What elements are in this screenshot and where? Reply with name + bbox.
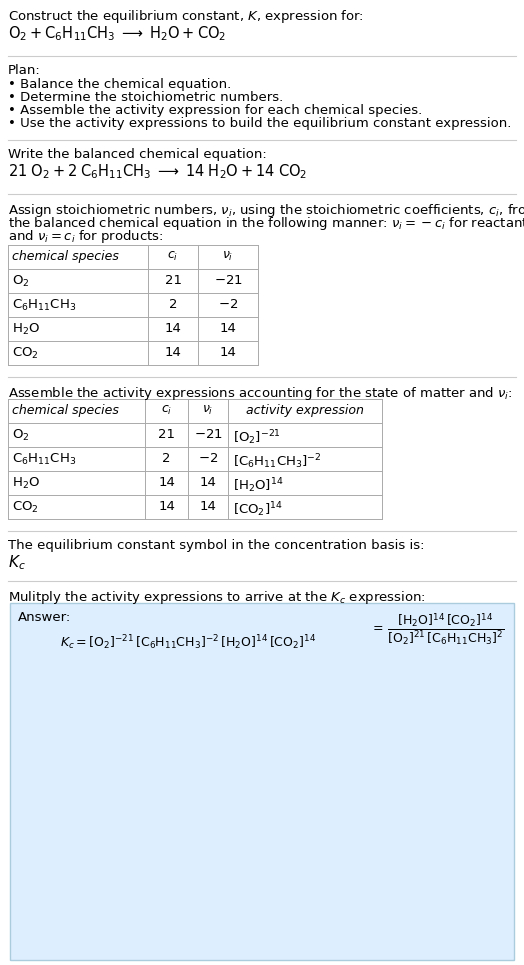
Text: chemical species: chemical species (12, 250, 119, 263)
Text: $c_i$: $c_i$ (167, 250, 179, 263)
Text: $\mathrm{O_2}$: $\mathrm{O_2}$ (12, 428, 29, 443)
Text: • Use the activity expressions to build the equilibrium constant expression.: • Use the activity expressions to build … (8, 117, 511, 130)
Text: $[\mathrm{CO_2}]^{14}$: $[\mathrm{CO_2}]^{14}$ (233, 500, 283, 519)
Text: chemical species: chemical species (12, 404, 119, 417)
Text: $\mathrm{H_2O}$: $\mathrm{H_2O}$ (12, 322, 40, 337)
Text: Assemble the activity expressions accounting for the state of matter and $\nu_i$: Assemble the activity expressions accoun… (8, 385, 512, 402)
Text: • Assemble the activity expression for each chemical species.: • Assemble the activity expression for e… (8, 104, 422, 117)
Text: $\mathrm{O_2}$: $\mathrm{O_2}$ (12, 274, 29, 290)
Text: • Balance the chemical equation.: • Balance the chemical equation. (8, 78, 231, 91)
Text: $c_i$: $c_i$ (161, 404, 172, 417)
Text: 14: 14 (200, 476, 216, 489)
Text: $-2$: $-2$ (218, 298, 238, 311)
Text: 14: 14 (165, 346, 181, 359)
Text: $[\mathrm{C_6H_{11}CH_3}]^{-2}$: $[\mathrm{C_6H_{11}CH_3}]^{-2}$ (233, 452, 322, 471)
Text: Assign stoichiometric numbers, $\nu_i$, using the stoichiometric coefficients, $: Assign stoichiometric numbers, $\nu_i$, … (8, 202, 524, 219)
Text: 14: 14 (158, 500, 175, 513)
Text: $\nu_i$: $\nu_i$ (222, 250, 234, 263)
Text: 14: 14 (220, 346, 236, 359)
Text: $\mathrm{CO_2}$: $\mathrm{CO_2}$ (12, 500, 39, 515)
Text: Answer:: Answer: (18, 611, 71, 624)
Text: $\mathrm{CO_2}$: $\mathrm{CO_2}$ (12, 346, 39, 361)
Text: 21: 21 (165, 274, 181, 287)
Text: $[\mathrm{H_2O}]^{14}$: $[\mathrm{H_2O}]^{14}$ (233, 476, 283, 495)
Text: Mulitply the activity expressions to arrive at the $K_c$ expression:: Mulitply the activity expressions to arr… (8, 589, 426, 606)
Text: and $\nu_i = c_i$ for products:: and $\nu_i = c_i$ for products: (8, 228, 163, 245)
Text: $[\mathrm{O_2}]^{-21}$: $[\mathrm{O_2}]^{-21}$ (233, 428, 281, 447)
Text: Plan:: Plan: (8, 64, 41, 77)
Text: $\mathrm{21\;O_2 + 2\;C_6H_{11}CH_3 \;\longrightarrow\; 14\;H_2O + 14\;CO_2}$: $\mathrm{21\;O_2 + 2\;C_6H_{11}CH_3 \;\l… (8, 162, 307, 180)
Text: $\nu_i$: $\nu_i$ (202, 404, 214, 417)
Text: • Determine the stoichiometric numbers.: • Determine the stoichiometric numbers. (8, 91, 283, 104)
Text: 14: 14 (200, 500, 216, 513)
Text: $\mathrm{H_2O}$: $\mathrm{H_2O}$ (12, 476, 40, 491)
Text: $\mathrm{C_6H_{11}CH_3}$: $\mathrm{C_6H_{11}CH_3}$ (12, 298, 77, 313)
Text: activity expression: activity expression (246, 404, 364, 417)
Text: 14: 14 (165, 322, 181, 335)
Text: 21: 21 (158, 428, 175, 441)
Text: $-21$: $-21$ (193, 428, 222, 441)
Text: $K_c$: $K_c$ (8, 553, 26, 571)
Text: 2: 2 (162, 452, 171, 465)
Text: $K_c = [\mathrm{O_2}]^{-21}\,[\mathrm{C_6H_{11}CH_3}]^{-2}\,[\mathrm{H_2O}]^{14}: $K_c = [\mathrm{O_2}]^{-21}\,[\mathrm{C_… (60, 633, 316, 651)
Text: $-2$: $-2$ (198, 452, 218, 465)
FancyBboxPatch shape (10, 603, 514, 960)
Text: the balanced chemical equation in the following manner: $\nu_i = -c_i$ for react: the balanced chemical equation in the fo… (8, 215, 524, 232)
Text: 14: 14 (220, 322, 236, 335)
Text: $\mathrm{C_6H_{11}CH_3}$: $\mathrm{C_6H_{11}CH_3}$ (12, 452, 77, 467)
Text: $=\,\dfrac{[\mathrm{H_2O}]^{14}\,[\mathrm{CO_2}]^{14}}{[\mathrm{O_2}]^{21}\,[\ma: $=\,\dfrac{[\mathrm{H_2O}]^{14}\,[\mathr… (370, 611, 505, 647)
Text: $\mathrm{O_2 + C_6H_{11}CH_3 \;\longrightarrow\; H_2O + CO_2}$: $\mathrm{O_2 + C_6H_{11}CH_3 \;\longrigh… (8, 24, 226, 42)
Text: Construct the equilibrium constant, $K$, expression for:: Construct the equilibrium constant, $K$,… (8, 8, 364, 25)
Text: Write the balanced chemical equation:: Write the balanced chemical equation: (8, 148, 267, 161)
Text: 2: 2 (169, 298, 177, 311)
Text: The equilibrium constant symbol in the concentration basis is:: The equilibrium constant symbol in the c… (8, 539, 424, 552)
Text: $-21$: $-21$ (214, 274, 243, 287)
Text: 14: 14 (158, 476, 175, 489)
